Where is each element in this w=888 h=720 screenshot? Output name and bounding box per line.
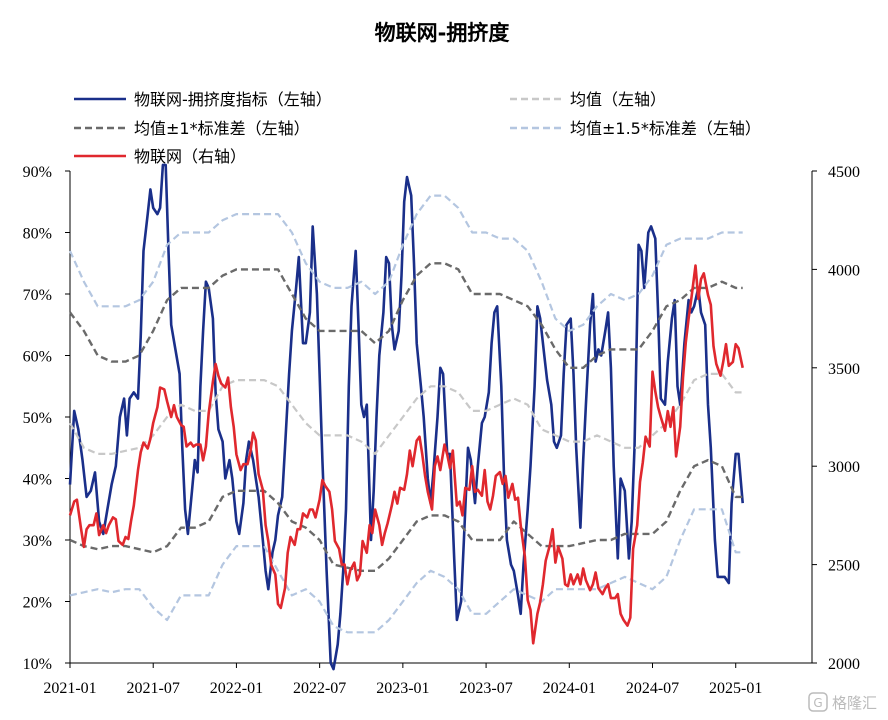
y-left-tick-label: 40%	[23, 472, 52, 489]
y-right-tick-label: 3500	[828, 361, 860, 378]
x-tick-label: 2023-07	[459, 680, 512, 697]
x-tick-label: 2024-07	[626, 680, 679, 697]
y-left-tick-label: 70%	[23, 287, 52, 304]
y-left-tick-label: 30%	[23, 533, 52, 550]
y-right-tick-label: 2500	[828, 558, 860, 575]
y-left-tick-label: 50%	[23, 410, 52, 427]
series-line-5	[69, 508, 743, 634]
watermark-logo-icon	[808, 692, 828, 712]
chart-series	[68, 163, 744, 671]
x-tick-label: 2021-07	[127, 680, 180, 697]
chart-legend: 物联网-拥挤度指标（左轴） 均值（左轴） 均值±1*标准差（左轴） 均值±1.5*标准…	[74, 90, 761, 166]
y-right-tick-label: 4500	[828, 164, 860, 181]
y-right-tick-label: 4000	[828, 262, 860, 279]
chart-axes: 10% 20% 30% 40% 50% 60% 70% 80% 90% 2000 2500 3000 3…	[23, 164, 860, 697]
x-tick-label: 2023-01	[376, 680, 429, 697]
watermark-text: 格隆汇	[832, 694, 877, 712]
watermark-logo-glyph: G	[813, 696, 822, 710]
chart-title: 物联网-拥挤度	[375, 21, 510, 45]
series-line-1	[69, 372, 743, 455]
y-right-tick-label: 3000	[828, 459, 860, 476]
watermark: G 格隆汇	[808, 692, 877, 712]
series-line-2	[69, 262, 743, 369]
series-line-6	[68, 264, 744, 645]
legend-label-3: 均值±1.5*标准差（左轴）	[570, 119, 761, 138]
x-tick-label: 2024-01	[543, 680, 596, 697]
legend-label-1: 均值（左轴）	[570, 90, 666, 109]
y-left-tick-label: 60%	[23, 349, 52, 366]
series-line-0	[68, 163, 744, 671]
x-tick-label: 2022-01	[210, 680, 263, 697]
y-left-tick-label: 80%	[23, 226, 52, 243]
y-left-tick-label: 20%	[23, 595, 52, 612]
y-left-tick-label: 10%	[23, 656, 52, 673]
legend-label-0: 物联网-拥挤度指标（左轴）	[134, 90, 332, 109]
legend-label-2: 均值±1*标准差（左轴）	[134, 119, 310, 138]
y-right-tick-label: 2000	[828, 656, 860, 673]
x-tick-label: 2021-01	[43, 680, 96, 697]
series-line-4	[68, 194, 743, 332]
x-tick-label: 2025-01	[709, 680, 762, 697]
legend-label-4: 物联网（右轴）	[134, 147, 246, 166]
x-tick-label: 2022-07	[293, 680, 346, 697]
y-left-tick-label: 90%	[23, 164, 52, 181]
